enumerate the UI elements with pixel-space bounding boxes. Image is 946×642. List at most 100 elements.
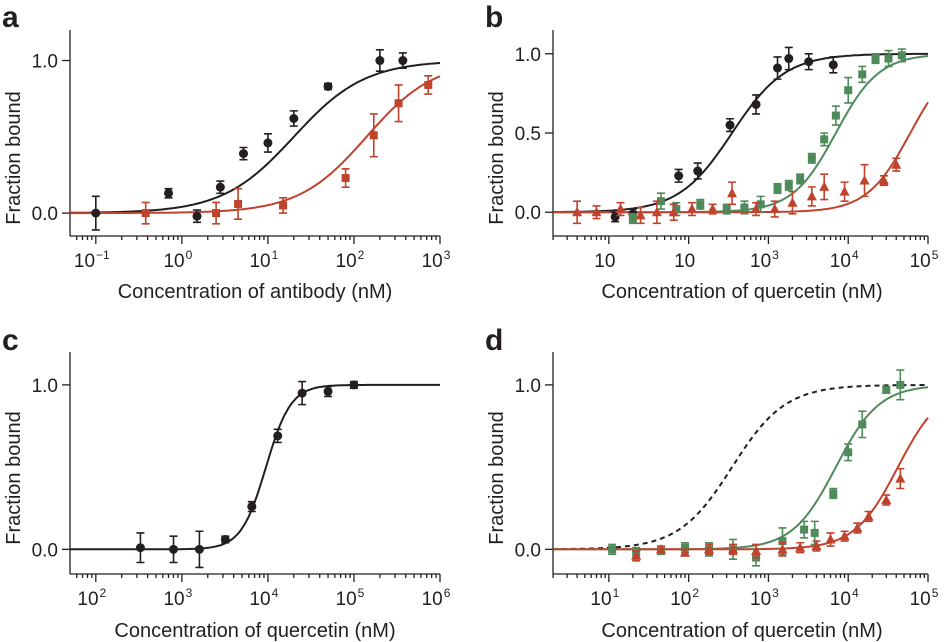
x-tick-label: 104 — [830, 248, 859, 272]
data-point-green — [820, 135, 829, 144]
y-tick-label: 1.0 — [515, 45, 541, 66]
ticks-d: 101 102 103 104 105 0.0 1.0 — [515, 376, 939, 610]
y-tick-label: 0.0 — [515, 540, 541, 561]
data-point-green — [608, 545, 617, 554]
ylabel-b: Fraction bound — [486, 91, 508, 224]
x-tick-label: 103 — [422, 248, 451, 272]
data-point-green — [884, 54, 893, 63]
panel-d: d Fraction bound Concentration of querce… — [485, 324, 939, 642]
data-point-red — [704, 543, 715, 554]
panel-letter-b: b — [485, 1, 503, 34]
data-point-green — [844, 448, 853, 457]
y-tick-label: 0.0 — [515, 203, 541, 224]
data-point-red — [825, 533, 836, 544]
data-point-green — [858, 70, 867, 79]
x-tick-label: 102 — [336, 248, 365, 272]
data-point-black — [220, 534, 230, 544]
data-point-black — [273, 431, 283, 441]
data-point-black — [215, 182, 225, 192]
x-tick-label: 10 — [674, 251, 695, 272]
data-point-green — [756, 200, 765, 209]
data-point-black — [323, 81, 333, 91]
x-tick-label: 102 — [77, 586, 106, 610]
fit-curve-red — [70, 75, 441, 215]
x-tick-label: 104 — [249, 586, 278, 610]
data-point-black — [773, 63, 783, 73]
data-point-black — [91, 208, 101, 218]
x-tick-label: 103 — [163, 586, 192, 610]
data-point-black — [828, 60, 838, 70]
x-tick-label: 103 — [750, 586, 779, 610]
x-tick-label: 101 — [590, 586, 619, 610]
x-tick-label: 104 — [830, 586, 859, 610]
marks-a — [91, 49, 433, 231]
panel-b: b Fraction bound Concentration of querce… — [485, 1, 939, 303]
xlabel-a: Concentration of antibody (nM) — [118, 281, 393, 303]
xlabel-c: Concentration of quercetin (nM) — [114, 620, 395, 642]
data-point-black — [169, 544, 179, 554]
data-point-red — [369, 131, 378, 140]
panel-letter-c: c — [2, 324, 19, 357]
data-point-red — [863, 510, 874, 521]
data-point-red — [591, 206, 602, 217]
data-point-green — [796, 174, 805, 183]
x-tick-label: 106 — [422, 586, 451, 610]
data-point-red — [769, 203, 780, 214]
data-point-black — [263, 138, 273, 148]
data-point-black — [349, 380, 359, 390]
data-point-black — [192, 211, 202, 221]
data-point-black — [804, 57, 814, 67]
x-tick-label: 101 — [249, 248, 278, 272]
y-tick-label: 1.0 — [32, 52, 58, 73]
fit-curve-black — [553, 52, 928, 213]
data-point-red — [881, 494, 892, 504]
data-point-black — [297, 388, 307, 398]
panel-letter-a: a — [2, 1, 19, 34]
data-point-green — [784, 181, 793, 190]
curves-b — [553, 52, 929, 214]
data-point-black — [610, 212, 620, 222]
data-point-red — [635, 209, 646, 220]
fit-curve-black — [70, 383, 440, 551]
x-tick-label: 102 — [670, 586, 699, 610]
x-tick-label: 10 — [594, 251, 615, 272]
ylabel-a: Fraction bound — [3, 91, 25, 224]
data-point-red — [839, 186, 850, 196]
y-tick-label: 0.0 — [32, 204, 58, 225]
data-point-green — [844, 86, 853, 95]
x-tick-label: 10−1 — [74, 248, 110, 272]
y-tick-label: 1.0 — [32, 376, 58, 397]
data-point-green — [897, 51, 906, 60]
data-point-red — [852, 522, 863, 532]
ticks-b: 10 10 103 104 105 0.0 0.5 1.0 — [515, 45, 939, 272]
data-point-red — [891, 159, 902, 169]
fit-curve-green — [553, 386, 929, 551]
data-point-black — [693, 166, 703, 176]
data-point-red — [878, 175, 889, 185]
x-tick-label: 105 — [910, 586, 939, 610]
data-point-black — [751, 99, 761, 109]
data-point-black — [164, 188, 174, 198]
data-point-red — [615, 203, 626, 214]
data-point-red — [727, 187, 738, 198]
data-point-red — [895, 473, 906, 483]
data-point-red — [811, 540, 822, 551]
panel-letter-d: d — [485, 324, 503, 357]
data-point-red — [279, 201, 288, 210]
data-point-green — [896, 380, 905, 389]
data-point-green — [810, 528, 819, 537]
data-point-red — [141, 209, 150, 218]
data-point-red — [751, 545, 762, 555]
data-point-green — [740, 203, 749, 212]
data-point-black — [398, 56, 408, 66]
data-point-red — [806, 190, 817, 201]
marks-c — [135, 380, 359, 569]
data-point-green — [831, 111, 840, 120]
xlabel-d: Concentration of quercetin (nM) — [601, 620, 882, 642]
y-tick-label: 1.0 — [515, 376, 541, 397]
data-point-red — [819, 181, 830, 191]
curves-d — [553, 384, 929, 551]
x-tick-label: 100 — [163, 248, 192, 272]
data-point-green — [871, 54, 880, 63]
